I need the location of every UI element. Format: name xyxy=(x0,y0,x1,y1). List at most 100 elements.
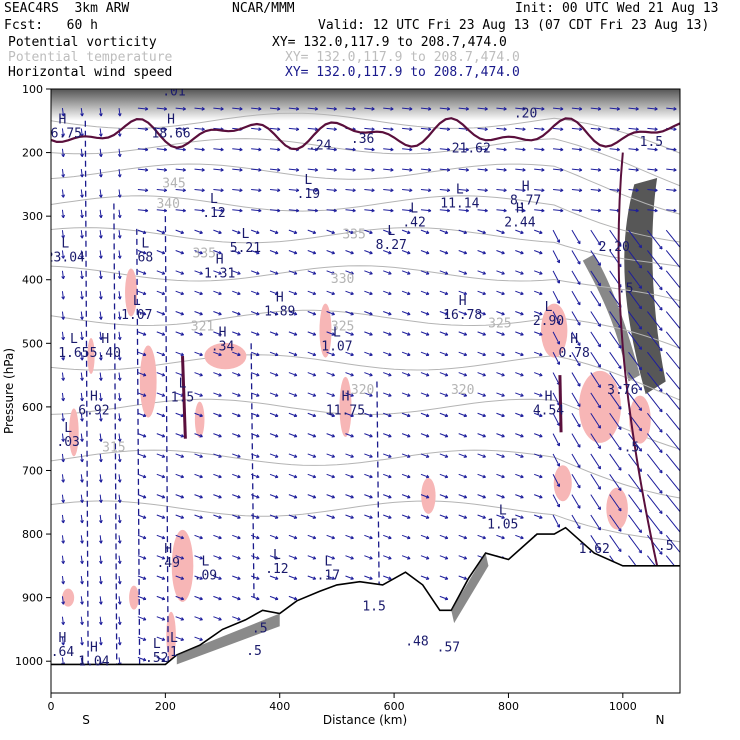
wind-vector xyxy=(420,250,430,254)
wind-vector-head xyxy=(577,464,581,469)
wind-vector xyxy=(194,372,203,377)
wind-vector-head xyxy=(333,168,337,172)
wind-vector xyxy=(383,412,392,417)
wind-vector-head xyxy=(428,168,432,172)
wind-vector-head xyxy=(659,551,663,555)
wind-vector-head xyxy=(407,311,411,316)
wind-vector-head xyxy=(218,596,222,601)
wind-vector-head xyxy=(199,352,203,357)
y-tick-label: 500 xyxy=(22,337,43,350)
hl-marker: L xyxy=(456,183,464,198)
wind-vector xyxy=(383,555,392,560)
hl-marker: H xyxy=(459,294,467,309)
wind-vector xyxy=(553,188,564,191)
wind-vector-head xyxy=(117,642,122,646)
wind-vector xyxy=(364,107,375,110)
wind-vector xyxy=(628,331,642,350)
wind-vector-head xyxy=(218,352,222,357)
wind-vector-head xyxy=(444,311,449,316)
wind-vector-head xyxy=(182,127,186,132)
wind-vector-head xyxy=(312,250,317,255)
wind-vector xyxy=(345,107,356,110)
wind-vector xyxy=(250,290,260,295)
wind-vector-head xyxy=(369,352,373,357)
wind-vector xyxy=(99,433,102,442)
wind-vector-head xyxy=(199,291,203,296)
wind-vector xyxy=(609,168,620,171)
x-tick-label: 1000 xyxy=(609,700,637,713)
wind-vector xyxy=(647,290,663,311)
hl-marker: H xyxy=(342,389,350,404)
wind-vector-head xyxy=(277,147,281,152)
wind-vector-head xyxy=(333,106,337,111)
wind-vector xyxy=(99,169,102,178)
wind-vector-head xyxy=(180,535,185,540)
theta-contour xyxy=(51,398,680,450)
hl-value: 5.40 xyxy=(90,346,121,361)
wind-vector-head xyxy=(218,454,222,458)
wind-vector-head xyxy=(520,372,524,377)
wind-vector-head xyxy=(482,474,486,479)
wind-vector xyxy=(609,107,620,110)
wind-vector-head xyxy=(142,250,147,255)
wind-vector-head xyxy=(61,357,66,361)
wind-vector xyxy=(571,290,581,306)
wind-vector xyxy=(61,616,64,625)
theta-label: 335 xyxy=(193,246,216,261)
wind-vector-head xyxy=(99,336,103,341)
wind-vector xyxy=(571,331,581,346)
wind-vector xyxy=(232,311,241,315)
wind-vector xyxy=(80,494,83,503)
wind-vector xyxy=(647,188,658,191)
wind-vector-head xyxy=(274,372,279,377)
wind-vector-head xyxy=(407,495,411,499)
wind-vector-head xyxy=(256,495,260,499)
wind-vector xyxy=(534,494,543,499)
wind-vector xyxy=(118,291,121,300)
wind-vector-head xyxy=(522,127,526,132)
wind-vector-head xyxy=(541,106,545,111)
wind-vector-head xyxy=(99,642,103,646)
wind-vector-head xyxy=(161,434,166,438)
wind-vector-head xyxy=(501,271,505,275)
wind-vector xyxy=(250,595,260,600)
wind-vector xyxy=(590,494,601,510)
wind-vector xyxy=(383,392,392,397)
wind-vector xyxy=(99,596,102,605)
endpoint-north: N xyxy=(656,713,665,727)
wind-vector xyxy=(609,412,622,430)
wind-vector-head xyxy=(180,434,185,438)
wind-vector-head xyxy=(482,311,486,316)
wind-vector-head xyxy=(80,621,84,625)
wind-vector-head xyxy=(484,147,488,152)
wind-vector xyxy=(477,514,486,519)
wind-vector-head xyxy=(142,657,147,662)
wind-vector-head xyxy=(463,271,468,275)
wind-vector xyxy=(609,514,622,532)
pv-dashed-contour xyxy=(113,203,118,668)
wind-vector-head xyxy=(163,106,168,111)
hl-marker: L xyxy=(179,377,187,392)
upper-shading xyxy=(51,89,680,121)
wind-vector xyxy=(628,473,642,493)
wind-vector-head xyxy=(638,305,643,310)
wind-vector xyxy=(118,331,121,340)
wind-vector-head xyxy=(369,311,373,316)
wind-vector-head xyxy=(117,540,122,544)
wind-vector-head xyxy=(409,106,413,111)
wind-vector xyxy=(647,473,663,494)
wind-vector xyxy=(251,209,262,212)
wind-vector xyxy=(232,290,241,295)
wind-vector xyxy=(383,575,392,580)
wind-vector xyxy=(402,107,413,110)
wind-vector xyxy=(213,331,222,336)
wind-vector-head xyxy=(239,106,243,111)
wind-vector-head xyxy=(446,168,451,172)
wind-vector xyxy=(194,331,203,336)
wind-vector xyxy=(420,127,432,130)
wind-vector xyxy=(80,108,83,117)
hl-value: .42 xyxy=(402,216,425,231)
wind-vector xyxy=(515,270,524,275)
wind-vector xyxy=(99,372,102,381)
wind-vector xyxy=(647,535,663,555)
